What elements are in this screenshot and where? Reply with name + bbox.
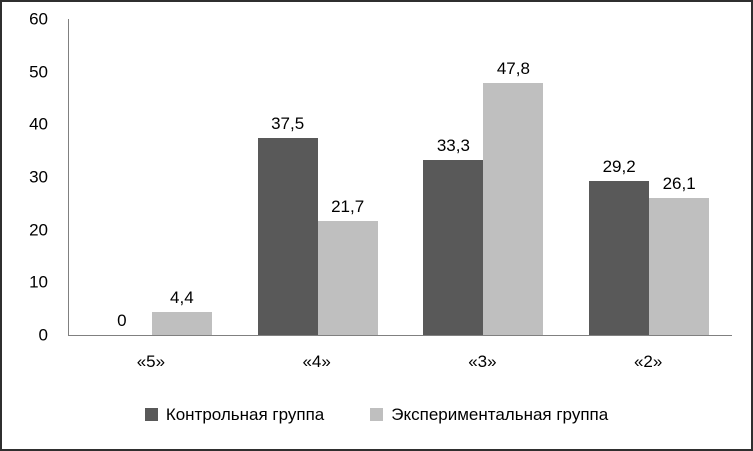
bar-value-label: 0 (117, 311, 127, 330)
x-tick-label: «4» (302, 352, 331, 371)
plot-area: 0 4,4 37,5 21,7 33,3 47,8 29,2 26,1 (68, 19, 732, 336)
x-tick-label: «2» (633, 352, 663, 371)
x-tick-label: «3» (468, 352, 497, 371)
bar-value-label: 4,4 (170, 287, 194, 307)
legend-swatch-icon (370, 408, 384, 421)
bar-experimental-group-3 (483, 83, 544, 335)
y-tick-label: 20 (29, 220, 48, 240)
bar-value-label: 47,8 (496, 59, 530, 79)
y-tick-label: 30 (29, 167, 48, 187)
legend-item-experimental: Экспериментальная группа (370, 406, 608, 423)
legend-item-control: Контрольная группа (144, 405, 325, 424)
x-tick-label: «5» (136, 352, 166, 371)
y-axis: 0 10 20 30 40 50 60 (2, 2, 52, 449)
bar-value-label: 29,2 (602, 157, 636, 177)
bar-experimental-group-2 (317, 220, 378, 335)
x-axis: «5» «4» «3» «2» (68, 350, 731, 376)
bar-value-label: 33,3 (436, 135, 470, 155)
bar-value-label: 21,7 (331, 196, 365, 216)
legend-label: Экспериментальная группа (391, 405, 609, 424)
y-tick-label: 40 (29, 114, 48, 134)
y-tick-label: 50 (29, 62, 48, 82)
bar-control-group-4 (589, 181, 650, 335)
bar-control-group-2 (257, 137, 318, 335)
legend: Контрольная группа Экспериментальная груп… (2, 406, 751, 423)
y-tick-label: 10 (29, 272, 48, 292)
bar-experimental-group-4 (649, 197, 710, 335)
y-tick-label: 0 (38, 325, 48, 345)
bar-value-label: 26,1 (662, 173, 696, 193)
legend-swatch-icon (144, 408, 158, 421)
bar-control-group-3 (423, 159, 484, 335)
bar-value-label: 37,5 (271, 113, 305, 133)
y-tick-label: 60 (29, 9, 48, 29)
legend-label: Контрольная группа (165, 405, 325, 424)
bar-experimental-group-1 (151, 311, 212, 335)
